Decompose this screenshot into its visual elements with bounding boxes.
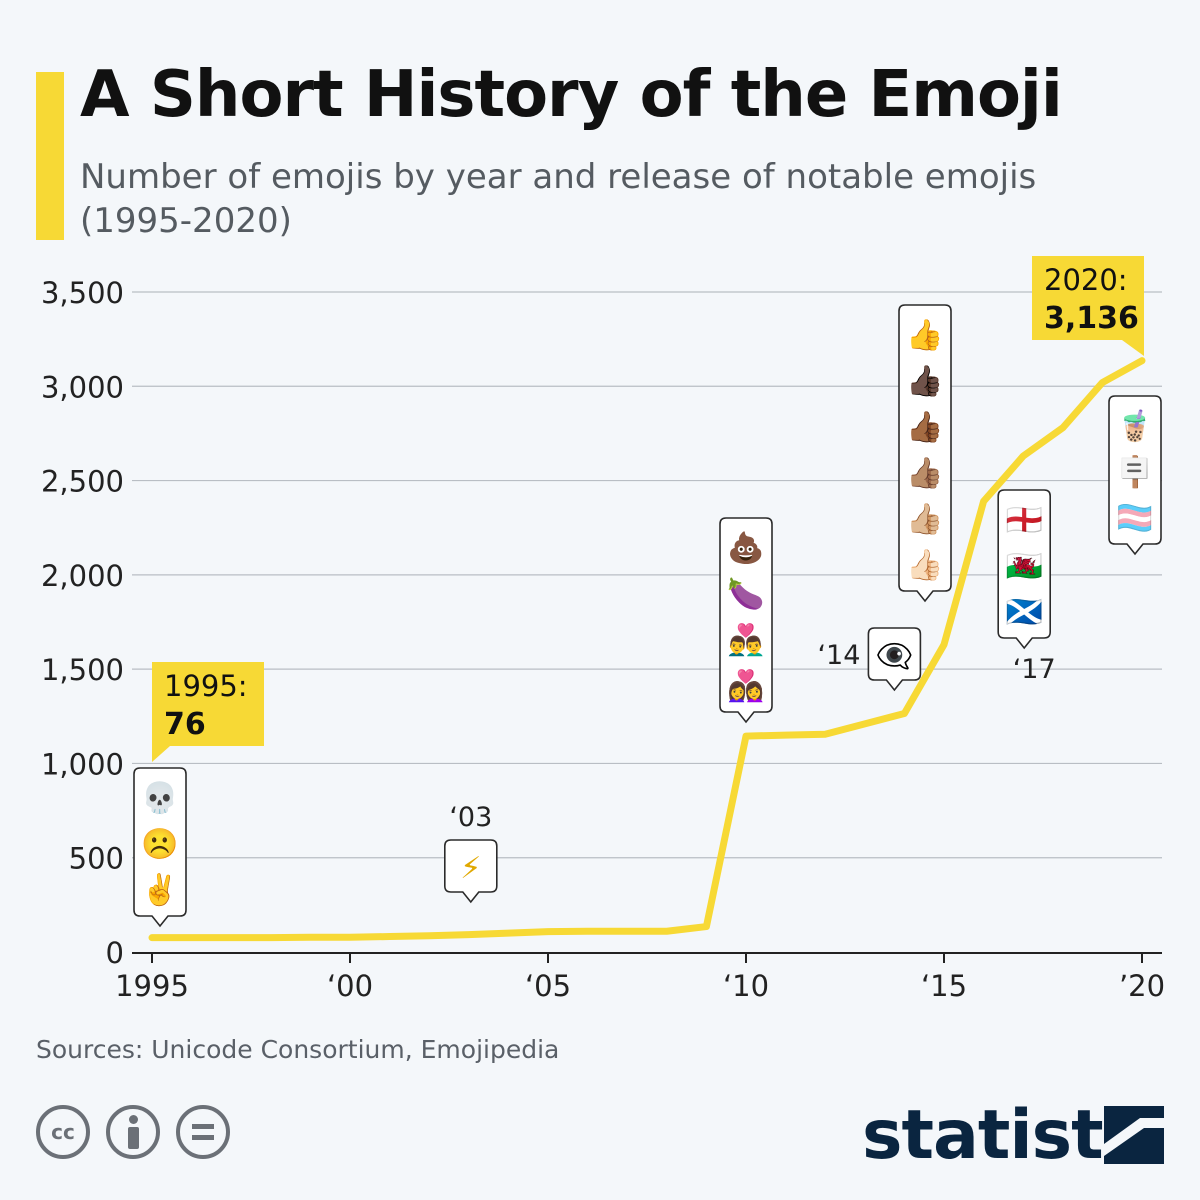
emoji-callout-box-1 [444, 839, 498, 904]
value-callout-box-start [152, 662, 264, 746]
cc-icon: cc [36, 1105, 90, 1159]
emoji-callout-box-5 [997, 489, 1051, 650]
emoji-callout-5-item-0: 🏴󠁧󠁢󠁥󠁮󠁧󠁿 [1006, 503, 1043, 538]
emoji-callout-2-item-1: 🍆 [727, 576, 764, 612]
attribution-icon [106, 1105, 160, 1159]
y-tick-label-7: 3,500 [41, 276, 124, 310]
emoji-callout-box-2 [719, 517, 773, 724]
emoji-callout-5-item-1: 🏴󠁧󠁢󠁷󠁬󠁳󠁿 [1006, 549, 1043, 584]
license-icons: cc [36, 1105, 230, 1159]
emoji-callout-4-item-4: 👍🏼 [906, 501, 943, 537]
emoji-callout-4-item-0: 👍 [906, 317, 943, 353]
emoji-callout-box-6 [1108, 395, 1162, 556]
value-callout-tail-end [1122, 340, 1144, 356]
y-tick-label-3: 1,500 [41, 653, 124, 687]
value-callout-year-end: 2020: [1044, 263, 1128, 297]
line-chart: 0 500 1,000 1,500 2,000 2,500 3,000 3,500 1995 ‘0… [41, 256, 1165, 1003]
title-accent-bar [36, 72, 64, 240]
x-tick-label-2: ‘05 [525, 969, 571, 1003]
emoji-callout-label-3: ‘14 [817, 640, 860, 671]
emoji-callout-2-item-0: 💩 [727, 530, 764, 566]
no-derivatives-icon [176, 1105, 230, 1159]
y-tick-label-4: 2,000 [41, 559, 124, 593]
emoji-callout-4-item-5: 👍🏻 [906, 547, 943, 583]
value-callout-tail-start [152, 746, 170, 762]
x-tick-label-1: ‘00 [327, 969, 373, 1003]
emoji-callout-4-item-2: 👍🏾 [906, 409, 943, 445]
series-line-0 [148, 357, 1146, 942]
y-tick-label-5: 2,500 [41, 465, 124, 499]
x-tick-label-0: 1995 [115, 969, 189, 1003]
emoji-callout-6-item-2: 🏳️‍⚧️ [1116, 501, 1153, 536]
statista-logo-icon [1104, 1106, 1164, 1164]
emoji-callout-6-item-1: 🪧 [1116, 454, 1153, 490]
y-tick-label-1: 500 [69, 842, 124, 876]
emoji-callout-2-item-2: 👨‍❤️‍👨 [727, 622, 764, 658]
emoji-callout-5-item-2: 🏴󠁧󠁢󠁳󠁣󠁴󠁿 [1006, 595, 1043, 630]
source-note: Sources: Unicode Consortium, Emojipedia [36, 1035, 560, 1064]
value-callout-year-start: 1995: [164, 669, 248, 703]
emoji-callout-3-item-0: 👁️‍🗨️ [876, 639, 913, 674]
emoji-callout-0-item-0: 💀 [141, 780, 178, 816]
x-tick-label-4: ‘15 [921, 969, 967, 1003]
emoji-callout-label-1: ‘03 [449, 802, 492, 833]
emoji-callout-label-5: ‘17 [1013, 654, 1056, 685]
emoji-callout-2-item-3: 👩‍❤️‍👩 [727, 668, 764, 704]
y-tick-label-2: 1,000 [41, 747, 124, 781]
x-tick-label-3: ‘10 [723, 969, 769, 1003]
emoji-callout-0-item-2: ✌️ [141, 871, 178, 908]
y-tick-label-6: 3,000 [41, 370, 124, 404]
value-callout-value-start: 76 [164, 707, 206, 742]
emoji-callout-box-0 [133, 767, 187, 928]
x-tick-label-5: ’20 [1119, 969, 1165, 1003]
y-tick-label-0: 0 [106, 936, 124, 970]
chart-title: A Short History of the Emoji [80, 58, 1063, 132]
emoji-callout-box-3 [867, 627, 922, 692]
chart-subtitle: Number of emojis by year and release of … [80, 157, 1037, 241]
emoji-callout-4-item-3: 👍🏽 [906, 455, 943, 491]
emoji-callout-4-item-1: 👍🏿 [906, 363, 943, 399]
brand-wordmark: statista [862, 1096, 1149, 1175]
emoji-callout-1-item-0: ⚡ [460, 851, 481, 886]
emoji-callout-box-4 [898, 304, 952, 603]
cc-icon-text: cc [51, 1120, 75, 1144]
value-callout-value-end: 3,136 [1044, 301, 1139, 336]
emoji-callout-0-item-1: ☹️ [141, 827, 178, 862]
emoji-callout-6-item-0: 🧋 [1116, 408, 1153, 444]
value-callout-box-end [1032, 256, 1144, 340]
